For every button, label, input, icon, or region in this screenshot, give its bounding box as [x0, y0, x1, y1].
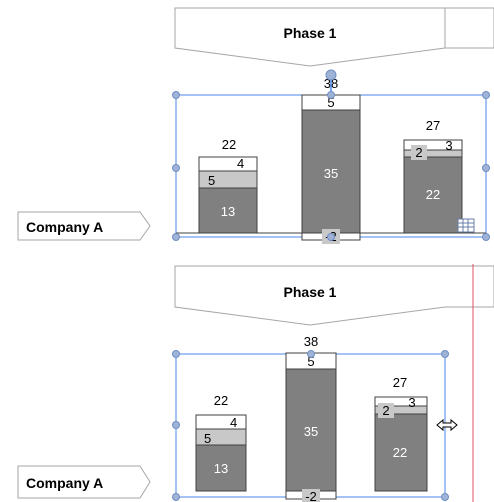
- phase-header-1[interactable]: Phase 1: [174, 7, 494, 67]
- bar-segment[interactable]: [374, 413, 428, 492]
- bar-column-2[interactable]: 35 5 -2 38: [301, 76, 361, 244]
- selection-handle[interactable]: [172, 493, 180, 501]
- total-label: 38: [304, 334, 318, 349]
- bar-segment[interactable]: [198, 156, 258, 172]
- table-icon[interactable]: [457, 218, 475, 233]
- selection-handle[interactable]: [172, 91, 180, 99]
- bar-segment[interactable]: [198, 187, 258, 234]
- data-label: 3: [445, 138, 452, 153]
- bar-segment[interactable]: [403, 139, 463, 151]
- data-label: 5: [208, 173, 215, 188]
- selection-handle[interactable]: [307, 350, 315, 358]
- data-label: -2: [305, 489, 317, 502]
- panel-2: Phase 1 Company A 13 5 4 22 35 5 -2 38 2…: [17, 264, 494, 502]
- panel-1: Phase 1 Company A 13 5 4 22 35 5 -2 38 2…: [17, 7, 494, 244]
- bar-segment[interactable]: [195, 444, 247, 492]
- phase-header-2[interactable]: Phase 1: [174, 265, 494, 326]
- data-label: 13: [214, 461, 228, 476]
- total-label: 22: [222, 137, 236, 152]
- bar-segment[interactable]: [285, 368, 337, 492]
- bar-segment[interactable]: [403, 156, 463, 234]
- data-label: 4: [237, 156, 244, 171]
- data-label: 4: [230, 415, 237, 430]
- selection-handle[interactable]: [172, 421, 180, 429]
- total-label: 22: [214, 393, 228, 408]
- data-label: 3: [408, 395, 415, 410]
- selection-handle[interactable]: [172, 233, 180, 241]
- data-label: 35: [304, 424, 318, 439]
- bar-column-3[interactable]: 22 2 3 27: [374, 375, 428, 492]
- data-label: 5: [307, 354, 314, 369]
- data-label-box: [378, 403, 394, 418]
- total-label: 27: [426, 118, 440, 133]
- selection-handle[interactable]: [482, 91, 490, 99]
- data-label: 22: [426, 187, 440, 202]
- selection-handle[interactable]: [482, 233, 490, 241]
- selection-handle[interactable]: [441, 350, 449, 358]
- resize-horizontal-icon: [436, 418, 458, 432]
- bar-column-2[interactable]: 35 5 -2 38: [285, 334, 337, 502]
- data-label-box: [411, 145, 427, 160]
- bar-segment[interactable]: [301, 109, 361, 234]
- data-label: 2: [415, 145, 422, 160]
- selection-handle[interactable]: [327, 233, 335, 241]
- row-label: Company A: [26, 475, 103, 491]
- selection-handle[interactable]: [172, 350, 180, 358]
- data-label: 5: [327, 95, 334, 110]
- bar-column-1[interactable]: 13 5 4 22: [198, 137, 258, 234]
- phase-label: Phase 1: [284, 25, 337, 41]
- bar-segment[interactable]: [374, 396, 428, 407]
- bar-segment[interactable]: [195, 414, 247, 430]
- data-label-box: [302, 489, 320, 502]
- total-label: 27: [393, 375, 407, 390]
- data-label: 13: [221, 204, 235, 219]
- data-label: 35: [324, 166, 338, 181]
- selection-handle[interactable]: [327, 91, 335, 99]
- data-label: 2: [382, 403, 389, 418]
- data-label: 22: [393, 445, 407, 460]
- row-label: Company A: [26, 219, 103, 235]
- bar-column-3[interactable]: 22 2 3 27: [403, 118, 463, 234]
- selection-handle[interactable]: [441, 493, 449, 501]
- selection-handle[interactable]: [172, 164, 180, 172]
- row-header-1[interactable]: Company A: [17, 211, 151, 241]
- selection-handle[interactable]: [482, 164, 490, 172]
- phase-label: Phase 1: [284, 284, 337, 300]
- data-label: 5: [204, 431, 211, 446]
- row-header-2[interactable]: Company A: [17, 465, 151, 499]
- bar-column-1[interactable]: 13 5 4 22: [195, 393, 247, 492]
